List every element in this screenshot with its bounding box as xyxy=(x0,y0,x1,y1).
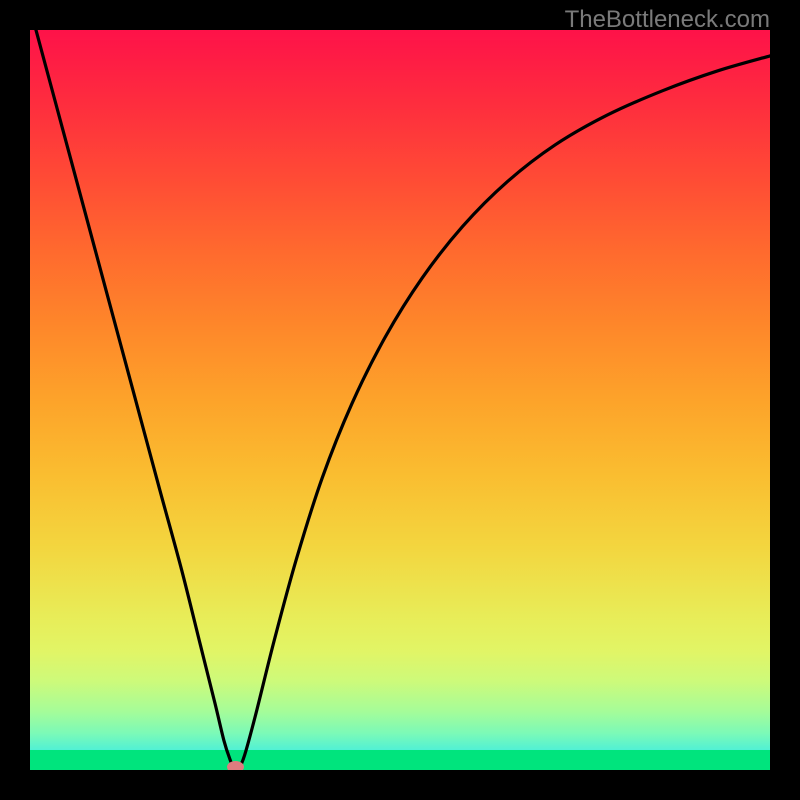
watermark-text: TheBottleneck.com xyxy=(565,6,770,34)
curve-layer xyxy=(30,30,770,770)
minimum-marker xyxy=(227,761,244,770)
bottleneck-curve xyxy=(30,30,770,770)
plot-area xyxy=(30,30,770,770)
